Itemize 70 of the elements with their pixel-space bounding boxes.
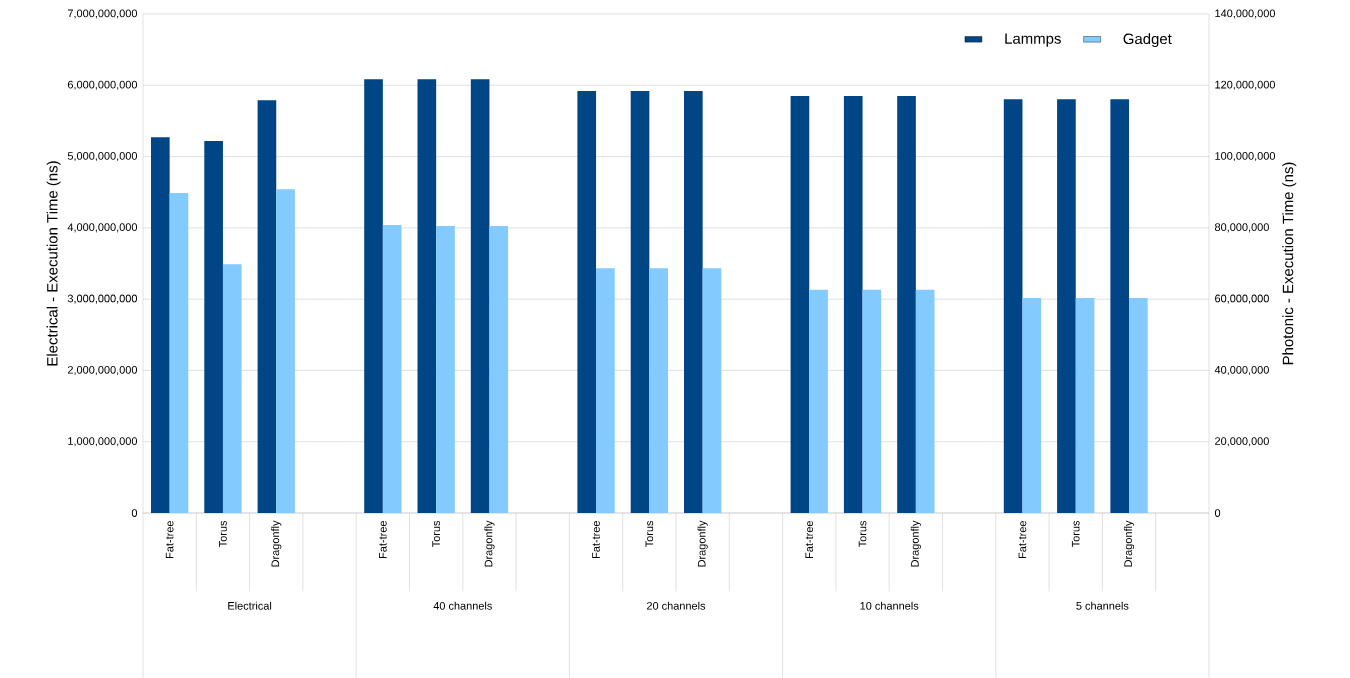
y2-tick-label: 140,000,000 [1215,9,1276,19]
x-tick-label: Torus [432,520,440,548]
x-tick-label: Fat-tree [592,521,600,558]
bar [843,95,863,513]
text: 40 channels [433,601,492,610]
bar [702,268,722,513]
bar [151,137,170,513]
x-tick-label: Dragonfly [1123,520,1135,567]
bar [382,225,402,513]
x-tick-label: Fat-tree [1018,521,1027,558]
x-tick-label: Dragonfly [271,520,282,567]
y-tick-label: 6,000,000,000 [67,80,138,90]
bar [809,289,828,513]
x-tick-label: Dragonfly [484,520,495,567]
x-tick-label: Torus [645,520,654,548]
y-axis-title: Electrical - Execution Time (ns) [46,161,61,366]
x-tick-label: Fat-tree [165,521,174,558]
bar [630,90,650,513]
y-tick-label: 3,000,000,000 [67,294,138,304]
bar [204,140,223,513]
y2-tick-label: 100,000,000 [1215,152,1276,162]
bar [169,192,189,513]
y2-axis-title: Photonic - Execution Time (ns) [1282,162,1297,365]
x-tick-label: Torus [858,520,867,548]
x-tick-label: Torus [219,520,227,548]
bar [1110,99,1130,513]
bar [417,79,437,513]
bar [1075,298,1095,513]
y2-tick-label: 40,000,000 [1214,365,1269,375]
legend-label: Lammps [1005,33,1061,47]
x-tick-label: Dragonfly [697,520,708,567]
y2-tick-label: 0 [1214,509,1221,517]
bar [364,79,383,513]
bar [1057,99,1076,513]
x-tick-label: Fat-tree [379,521,387,558]
y-tick-label: 2,000,000,000 [67,365,138,375]
y-tick-label: 5,000,000,000 [67,152,138,162]
x-tick-label: Fat-tree [805,521,814,558]
text: Electrical [228,601,272,610]
bar [1129,298,1148,513]
bar [1022,298,1042,513]
bar [470,79,490,513]
y2-tick-label: 120,000,000 [1215,80,1276,90]
y-tick-label: 0 [131,509,138,517]
y2-tick-label: 60,000,000 [1215,294,1269,304]
bar [596,268,615,513]
y2-tick-label: 80,000,000 [1214,223,1269,233]
legend-label: Gadget [1123,33,1172,48]
bar [862,289,882,513]
y-tick-label: 7,000,000,000 [67,9,138,19]
y-tick-label: 1,000,000,000 [68,437,138,447]
bar [684,90,703,513]
bar [790,95,810,513]
bar [577,90,597,513]
text: 20 channels [646,601,706,610]
bar [436,226,455,513]
bar [489,226,509,513]
text: 5 channels [1076,601,1129,610]
y2-tick-label: 20,000,000 [1215,437,1269,447]
bar [222,264,242,513]
x-tick-label: Torus [1071,520,1080,548]
bar [1003,99,1023,513]
bar [257,100,277,513]
x-tick-label: Dragonfly [910,520,921,567]
text: 10 channels [860,601,919,610]
bar [915,289,935,513]
y-tick-label: 4,000,000,000 [67,223,138,233]
bar [897,95,916,513]
bar [276,189,295,513]
bar [649,268,668,513]
